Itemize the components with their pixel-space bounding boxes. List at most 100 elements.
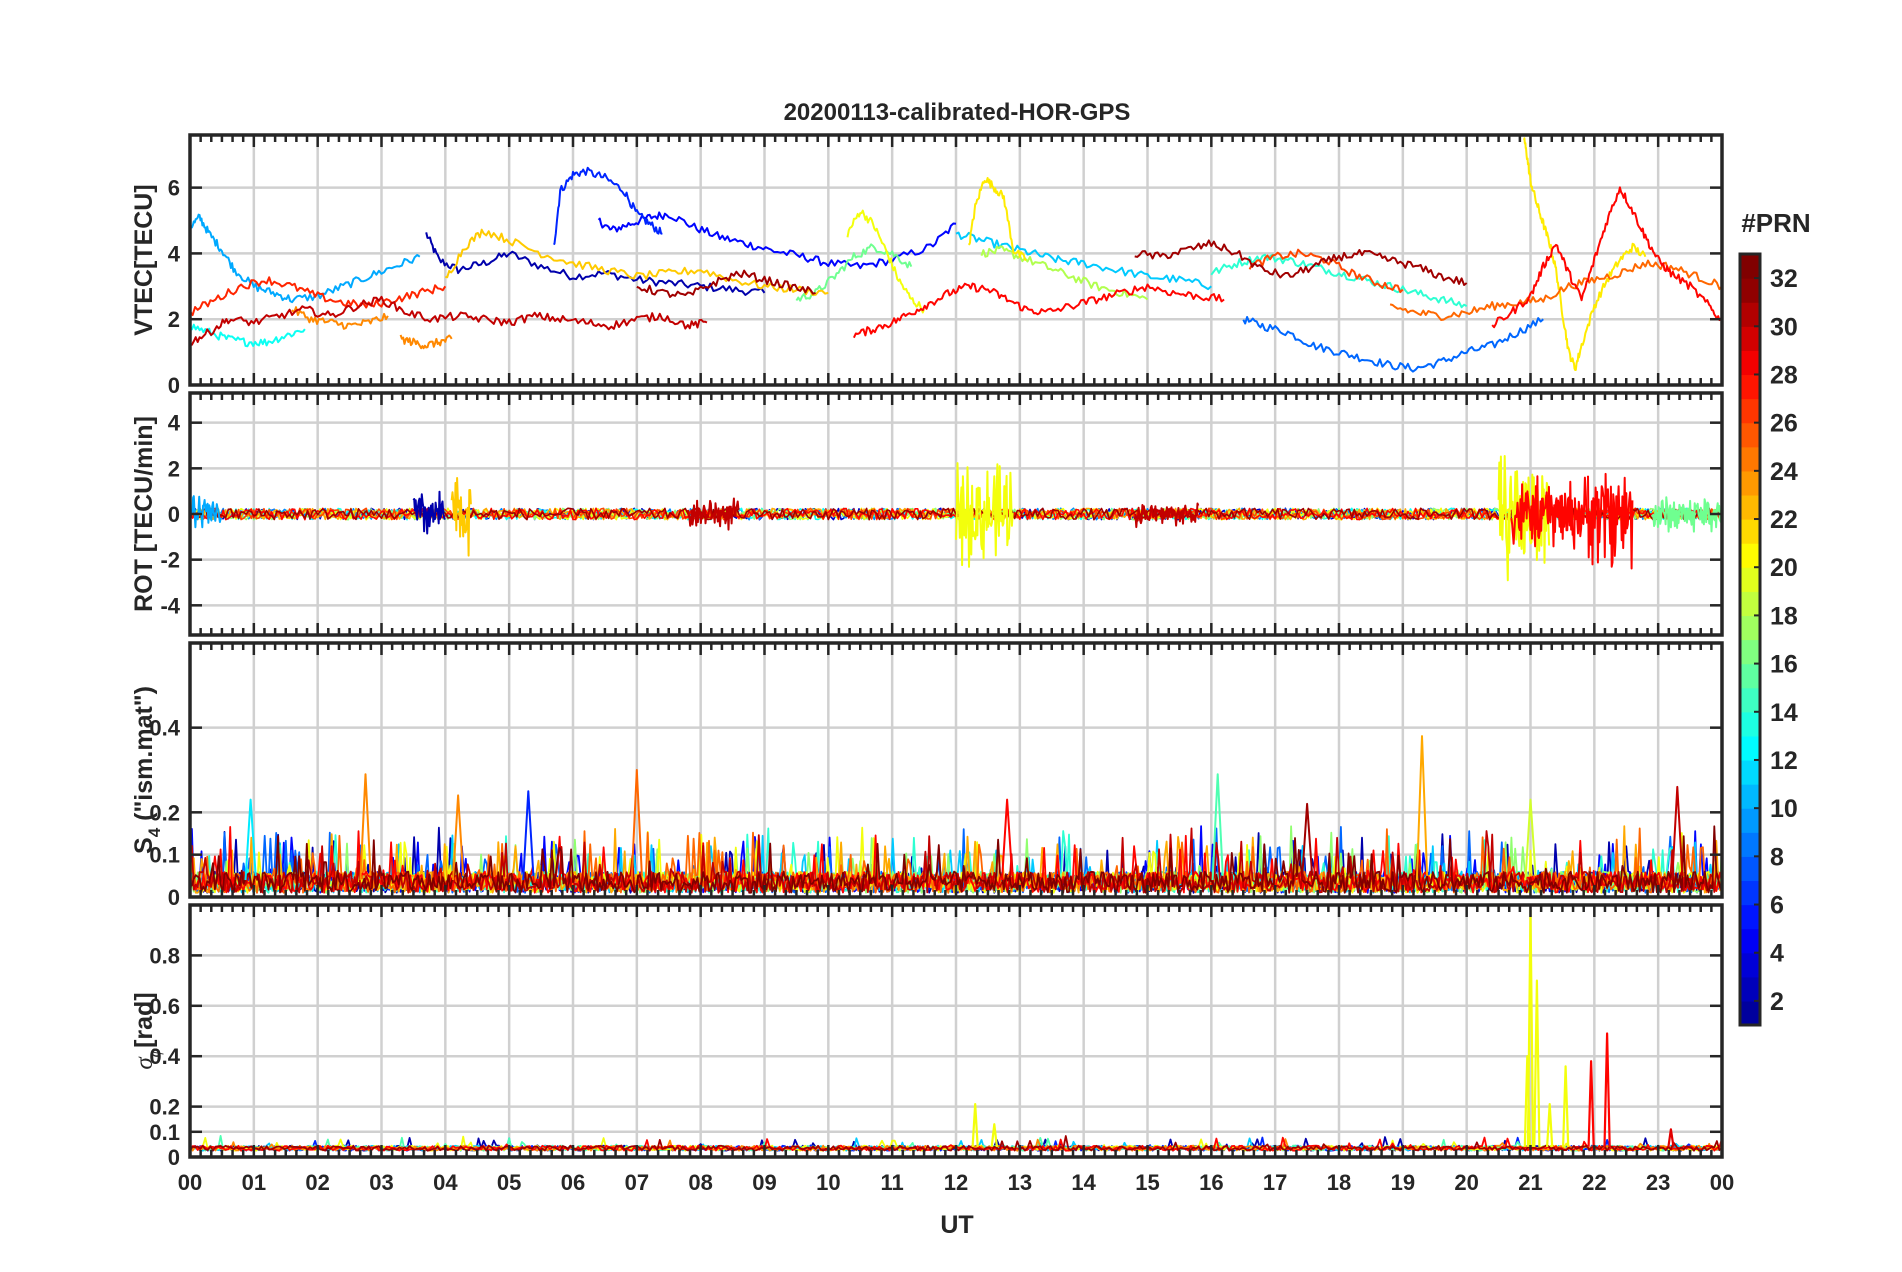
x-tick-label: 13: [1008, 1170, 1032, 1195]
colorbar-tick-label: 24: [1770, 458, 1798, 486]
x-tick-label: 06: [561, 1170, 585, 1195]
vtec-series-prn-11-5: [955, 231, 1212, 291]
vtec-series-prn-16-8: [795, 243, 913, 302]
x-tick-label: 02: [305, 1170, 329, 1195]
colorbar-segment: [1740, 832, 1760, 857]
x-axis-label: UT: [940, 1211, 973, 1239]
vtec-series-prn-24-15: [399, 334, 453, 350]
colorbar-segment: [1740, 278, 1760, 303]
vtec-series-prn-10-4: [190, 213, 421, 304]
x-tick-label: 01: [242, 1170, 266, 1195]
colorbar-segment: [1740, 639, 1760, 665]
x-tick-label: 21: [1518, 1170, 1542, 1195]
y-tick-label-rot: -4: [160, 593, 180, 618]
frame-rot: [188, 391, 1724, 637]
vtec-series-prn-27-18: [190, 276, 447, 317]
x-tick-label: 09: [752, 1170, 776, 1195]
vtec-series-prn-20-10: [846, 209, 926, 314]
vtec-series-prn-6-2: [553, 166, 663, 246]
rot-burst-prn-10-0: [190, 495, 223, 529]
rot-burst-prn-30-5: [1133, 502, 1200, 529]
x-tick-label: 05: [497, 1170, 521, 1195]
y-axis-label-rot: ROT [TECU/min]: [130, 416, 158, 612]
y-tick-label-sigma_phi: 0.4: [149, 1044, 180, 1069]
colorbar-segment: [1740, 952, 1760, 978]
s4-peak-8: [1415, 735, 1429, 881]
colorbar-tick-label: 26: [1770, 410, 1798, 438]
colorbar-tick-label: 20: [1770, 554, 1798, 582]
x-tick-label: 12: [944, 1170, 968, 1195]
s4-peak-1: [359, 773, 372, 881]
x-tick-label: 22: [1582, 1170, 1606, 1195]
vtec-series-prn-8-3: [1242, 316, 1544, 373]
rot-burst-prn-28-8: [1587, 472, 1634, 570]
colorbar-tick-label: 16: [1770, 651, 1798, 679]
s4-peak-2: [452, 794, 465, 881]
y-tick-label-vtec: 4: [168, 241, 181, 266]
series-rot: [190, 455, 1722, 582]
x-tick-label: 03: [369, 1170, 393, 1195]
panel-vtec: 0 2 4 6 VTEC[TECU]: [130, 133, 1724, 398]
colorbar-segment: [1740, 1000, 1760, 1026]
colorbar-tick-label: 28: [1770, 361, 1798, 389]
y-tick-label-s4: 0.1: [149, 843, 180, 868]
vtec-series-prn-25-16: [1389, 259, 1722, 321]
sigma-peak-5: [1546, 1103, 1554, 1147]
y-tick-label-s4: 0.2: [149, 800, 180, 825]
x-tick-label: 11: [881, 1170, 904, 1195]
sigma-peak-0: [971, 1103, 979, 1147]
colorbar-segment: [1740, 711, 1760, 737]
sigma-peak-7: [1587, 1060, 1595, 1147]
colorbar-segment: [1740, 687, 1760, 713]
s4-peak-10: [1671, 785, 1684, 881]
y-axis-label-vtec: VTEC[TECU]: [130, 184, 158, 335]
colorbar-tick-label: 4: [1770, 940, 1784, 968]
colorbar-segment: [1740, 856, 1760, 882]
vtec-series-prn-2-0: [425, 232, 766, 296]
series-vtec: [190, 137, 1722, 373]
y-tick-label-rot: 0: [168, 502, 180, 527]
rot-burst-prn-22-2: [450, 477, 472, 557]
y-tick-label-sigma_phi: 0.2: [149, 1095, 180, 1120]
panel-sigma_phi: 00.10.2 0.4 0.6 0.8 σφ[rad] 00 01 02 03 04 05 06 07 0…: [130, 903, 1734, 1195]
vtec-series-prn-5-1: [597, 211, 957, 270]
sigma-peak-4: [1533, 979, 1541, 1147]
x-tick-label: 04: [433, 1170, 458, 1195]
colorbar-segment: [1740, 904, 1760, 930]
colorbar-tick-label: 18: [1770, 602, 1798, 630]
colorbar-segment: [1740, 759, 1760, 785]
x-tick-label: 17: [1263, 1170, 1287, 1195]
vtec-series-prn-22-13: [445, 228, 829, 296]
y-tick-label-vtec: 2: [168, 307, 180, 332]
colorbar-tick-label: 2: [1770, 988, 1784, 1016]
colorbar-segment: [1740, 422, 1760, 448]
colorbar-segment: [1740, 808, 1760, 833]
s4-peak-9: [1524, 798, 1537, 881]
frame-s4: [188, 641, 1724, 899]
x-tick-label: 18: [1327, 1170, 1351, 1195]
vtec-series-prn-31-23: [1134, 239, 1468, 286]
x-tick-label: 14: [1071, 1170, 1096, 1195]
colorbar-tick-label: 14: [1770, 699, 1798, 727]
y-axis-label-s4: S4 ("ism.mat"): [130, 686, 164, 854]
s4-peak-6: [1211, 773, 1224, 881]
y-tick-label-s4: 0: [168, 885, 180, 910]
colorbar-tick-label: 30: [1770, 313, 1798, 341]
colorbar-tick-label: 8: [1770, 843, 1784, 871]
y-tick-label-sigma_phi: 0.8: [149, 943, 180, 968]
colorbar-segment: [1740, 254, 1760, 279]
colorbar-segment: [1740, 567, 1760, 592]
vtec-series-prn-28-19: [852, 282, 1225, 339]
colorbar-segment: [1740, 663, 1760, 689]
panel-s4: 0 0.1 0.2 0.4S4 ("ism.mat"): [130, 641, 1724, 910]
colorbar-frame: [1738, 252, 1762, 1027]
colorbar-tick-label: 10: [1770, 795, 1798, 823]
chart-title: 20200113-calibrated-HOR-GPS: [784, 99, 1131, 126]
colorbar-segment: [1740, 398, 1760, 424]
x-tick-label: 15: [1135, 1170, 1159, 1195]
vtec-series-prn-28-20: [1491, 186, 1722, 329]
vtec-series-prn-30-21: [190, 295, 708, 346]
vtec-series-prn-31-22: [636, 269, 816, 298]
colorbar-segment: [1740, 976, 1760, 1002]
colorbar-tick-label: 32: [1770, 265, 1798, 293]
